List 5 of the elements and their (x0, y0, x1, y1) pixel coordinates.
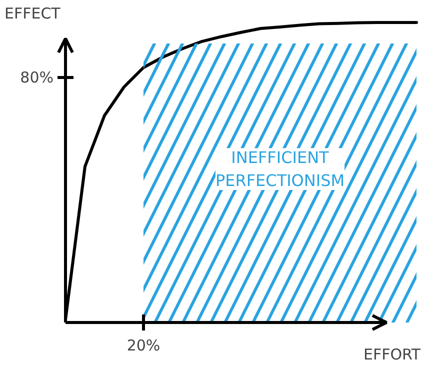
x-axis-title: EFFORT (363, 346, 422, 364)
text: 80% (20, 68, 54, 86)
text: 20% (126, 336, 160, 354)
series-label: INEFFICIENT PERFECTIONISM (215, 148, 345, 190)
y-axis-title: EFFECT (4, 4, 62, 22)
